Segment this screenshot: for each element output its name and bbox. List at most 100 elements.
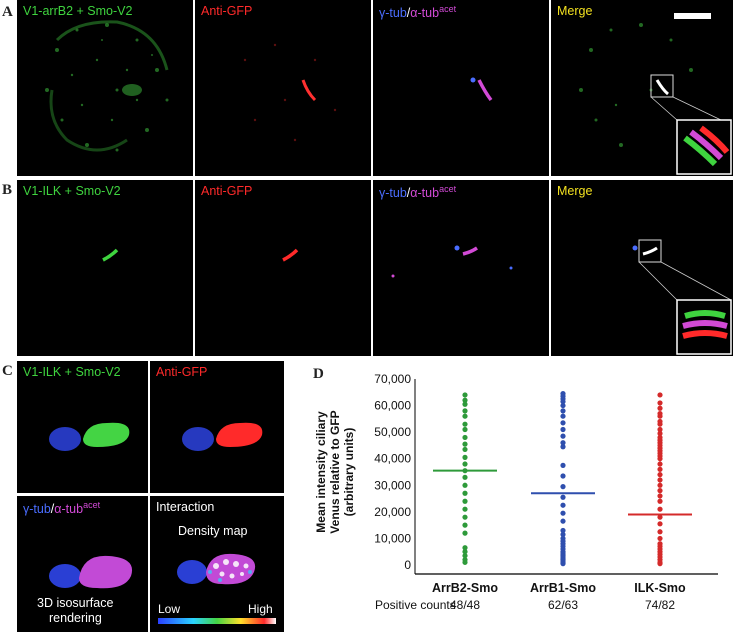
data-point (657, 472, 663, 478)
x-category-label: ArrB2-Smo (432, 581, 498, 595)
panel-letter-a: A (2, 4, 13, 20)
positive-count-value: 74/82 (645, 598, 675, 612)
panel-letter-b: B (2, 182, 13, 198)
micro-c-4: Interaction Density map Low High (150, 496, 284, 632)
micro-a-tub: γ-tub/α-tubacet (373, 0, 549, 176)
scatter-chart: Mean intensity ciliary Venus relative to … (314, 372, 718, 612)
data-point (657, 477, 663, 483)
data-point (657, 466, 663, 472)
scale-bar-a (674, 13, 711, 19)
data-point (657, 482, 663, 488)
positive-count-value: 48/48 (450, 598, 480, 612)
data-point (462, 426, 468, 433)
micro-c-1-image (49, 422, 130, 451)
micro-b-red-image (282, 248, 299, 262)
data-point (560, 502, 566, 508)
data-point (560, 494, 566, 500)
y-tick-label: 50,000 (374, 425, 411, 439)
data-point (462, 421, 468, 427)
micro-b-red: Anti-GFP (195, 180, 371, 356)
micro-c-1: V1-ILK + Smo-V2 (17, 361, 148, 493)
data-point (657, 400, 663, 406)
data-point (560, 473, 566, 479)
y-tick-label: 30,000 (374, 478, 411, 492)
micro-c-2: Anti-GFP (150, 361, 284, 493)
data-point (560, 408, 566, 414)
data-point (462, 545, 468, 551)
scale-high-label: High (248, 602, 273, 616)
micro-b-tub-image (391, 245, 513, 278)
data-point (657, 430, 663, 437)
y-tick-label: 60,000 (374, 399, 411, 413)
label-c-4-title: Interaction (156, 500, 215, 514)
micro-a-merge: Merge (551, 0, 733, 176)
data-point (462, 454, 468, 460)
data-point (560, 433, 566, 439)
label-b-tub: γ-tub/α-tubacet (379, 184, 457, 200)
mean-lines (433, 469, 692, 516)
micro-a-merge-image (579, 23, 732, 175)
positive-count-value: 62/63 (548, 598, 578, 612)
micro-a-green: V1-arrB2 + Smo-V2 (17, 0, 193, 176)
label-a-red: Anti-GFP (201, 4, 253, 18)
data-point (657, 405, 663, 411)
data-point (657, 392, 663, 398)
micro-b-tub: γ-tub/α-tubacet (373, 180, 549, 356)
data-point (657, 488, 663, 494)
y-axis-label: Mean intensity ciliary Venus relative to … (314, 410, 356, 533)
y-label-line: Venus relative to GFP (328, 410, 342, 533)
data-point (462, 506, 468, 512)
data-point (560, 398, 566, 405)
data-point (560, 426, 566, 433)
micro-b-green-image (102, 248, 119, 262)
label-a-tub: γ-tub/α-tubacet (379, 4, 457, 20)
y-axis-ticks: 0 10,000 20,000 30,000 40,000 50,000 60,000 70,… (374, 372, 411, 572)
data-point (462, 549, 468, 555)
y-tick-label: 40,000 (374, 452, 411, 466)
data-point (560, 518, 566, 524)
micro-c-3-image (49, 555, 133, 589)
data-point (560, 531, 566, 538)
positive-counts-label: Positive counts (375, 598, 456, 612)
y-label-line: Mean intensity ciliary (314, 411, 328, 533)
data-point (657, 498, 663, 504)
data-point (462, 559, 468, 565)
label-a-green: V1-arrB2 + Smo-V2 (23, 4, 133, 18)
data-point (462, 408, 468, 414)
micro-b-merge: Merge (551, 180, 733, 356)
micro-c-2-image (182, 422, 263, 451)
data-point (657, 529, 663, 535)
data-point (462, 553, 468, 559)
x-axis-categories: ArrB2-Smo ArrB1-Smo ILK-Smo (432, 581, 686, 595)
data-point (657, 561, 663, 567)
caption-c-3a: 3D isosurface (37, 596, 114, 610)
label-b-merge: Merge (557, 184, 593, 198)
data-point (657, 535, 663, 542)
data-point (462, 397, 468, 403)
data-points (462, 391, 663, 567)
micro-a-red: Anti-GFP (195, 0, 371, 176)
data-point (560, 462, 566, 468)
data-point (560, 561, 566, 567)
data-point (462, 530, 468, 536)
data-point (462, 490, 468, 496)
data-point (560, 402, 566, 409)
panel-letter-d: D (313, 366, 324, 382)
micro-c-3: γ-tub/α-tubacet 3D isosurface rendering (17, 496, 148, 632)
data-point (462, 434, 468, 441)
data-point (462, 461, 468, 467)
data-point (462, 441, 468, 447)
label-b-green: V1-ILK + Smo-V2 (23, 184, 121, 198)
data-point (657, 521, 663, 527)
y-label-line: (arbitrary units) (342, 428, 356, 517)
micro-b-green: V1-ILK + Smo-V2 (17, 180, 193, 356)
y-tick-label: 70,000 (374, 372, 411, 386)
y-tick-label: 10,000 (374, 531, 411, 545)
caption-c-3b: rendering (49, 611, 102, 625)
data-point (560, 527, 566, 534)
data-point (657, 461, 663, 467)
y-tick-label: 20,000 (374, 505, 411, 519)
data-point (657, 456, 663, 462)
data-point (462, 522, 468, 528)
